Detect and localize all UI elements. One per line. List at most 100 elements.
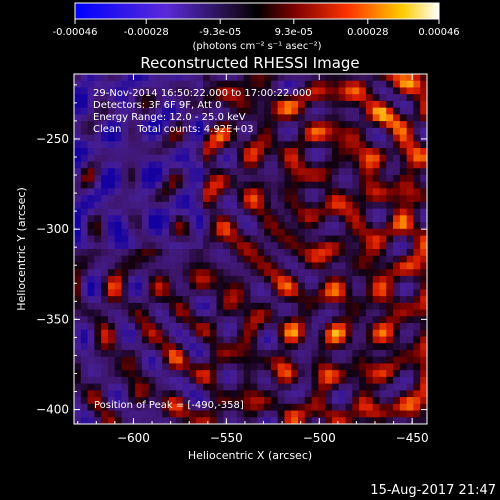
heatmap-cell <box>87 349 95 358</box>
heatmap-cell <box>155 390 163 398</box>
heatmap-cell <box>87 403 95 411</box>
heatmap-cell <box>250 349 258 358</box>
heatmap-cell <box>413 370 421 378</box>
heatmap-cell <box>87 255 95 263</box>
heatmap-cell <box>202 403 211 411</box>
heatmap-cell <box>101 282 109 290</box>
heatmap-cell <box>94 269 102 277</box>
heatmap-cell <box>311 336 319 344</box>
heatmap-cell <box>101 383 109 391</box>
heatmap-cell <box>230 289 238 297</box>
heatmap-cell <box>399 356 408 364</box>
heatmap-cell <box>318 242 326 250</box>
heatmap-cell <box>155 168 163 176</box>
heatmap-cell <box>121 154 129 162</box>
heatmap-cell <box>345 74 353 82</box>
heatmap-cell <box>257 80 265 88</box>
heatmap-cell <box>372 188 380 196</box>
heatmap-cell <box>87 242 95 250</box>
heatmap-cell <box>80 410 88 418</box>
heatmap-cell <box>311 417 319 424</box>
heatmap-cell <box>359 74 367 82</box>
heatmap-cell <box>311 80 319 88</box>
heatmap-cell <box>121 188 129 196</box>
heatmap-cell <box>420 134 427 142</box>
heatmap-cell <box>359 87 367 95</box>
x-tick-label: −600 <box>117 431 150 445</box>
heatmap-cell <box>379 302 387 310</box>
heatmap-cell <box>406 235 414 243</box>
heatmap-cell <box>101 80 109 88</box>
heatmap-cell <box>196 323 204 331</box>
heatmap-cell <box>277 208 285 216</box>
heatmap-cell <box>311 349 319 358</box>
heatmap-cell <box>169 390 177 398</box>
heatmap-cell <box>372 349 380 358</box>
heatmap-cell <box>236 343 245 351</box>
heatmap-cell <box>365 181 374 189</box>
heatmap-cell <box>298 201 306 210</box>
heatmap-cell <box>74 195 82 203</box>
heatmap-cell <box>304 114 312 122</box>
heatmap-cell <box>386 343 394 351</box>
heatmap-cell <box>338 403 346 411</box>
heatmap-cell <box>277 107 285 115</box>
heatmap-cell <box>318 370 326 378</box>
heatmap-cell <box>386 107 394 115</box>
heatmap-cell <box>345 397 353 405</box>
heatmap-cell <box>230 74 238 82</box>
heatmap-cell <box>406 222 414 230</box>
heatmap-cell <box>386 363 394 371</box>
heatmap-cell <box>277 201 285 210</box>
heatmap-cell <box>393 269 401 277</box>
heatmap-cell <box>250 275 258 284</box>
heatmap-cell <box>379 201 387 210</box>
heatmap-cell <box>169 302 177 310</box>
heatmap-cell <box>169 282 177 290</box>
heatmap-cell <box>393 302 401 310</box>
heatmap-cell <box>202 174 211 183</box>
heatmap-cell <box>359 249 367 257</box>
heatmap-cell <box>257 208 265 216</box>
heatmap-cell <box>223 168 231 176</box>
heatmap-cell <box>135 127 143 135</box>
heatmap-cell <box>352 195 360 203</box>
heatmap-cell <box>216 121 224 129</box>
heatmap-cell <box>189 370 197 378</box>
heatmap-cell <box>101 309 109 317</box>
heatmap-cell <box>311 363 319 371</box>
heatmap-cell <box>169 296 177 304</box>
heatmap-cell <box>413 242 421 250</box>
heatmap-cell <box>155 94 163 102</box>
heatmap-cell <box>318 87 326 95</box>
heatmap-cell <box>107 269 116 277</box>
heatmap-cell <box>155 309 163 317</box>
heatmap-cell <box>243 403 251 411</box>
heatmap-cell <box>291 363 299 371</box>
heatmap-cell <box>264 383 272 391</box>
heatmap-cell <box>420 249 427 257</box>
heatmap-cell <box>257 329 265 337</box>
heatmap-cell <box>80 154 88 162</box>
heatmap-cell <box>80 282 88 290</box>
heatmap-cell <box>141 242 150 250</box>
heatmap-cell <box>413 161 421 169</box>
heatmap-cell <box>352 188 360 196</box>
heatmap-cell <box>216 141 224 149</box>
heatmap-cell <box>325 363 333 371</box>
heatmap-cell <box>284 275 292 284</box>
heatmap-cell <box>372 161 380 169</box>
heatmap-cell <box>270 383 279 391</box>
heatmap-cell <box>359 329 367 337</box>
heatmap-cell <box>107 87 116 95</box>
heatmap-cell <box>189 188 197 196</box>
heatmap-cell <box>87 249 95 257</box>
heatmap-cell <box>264 127 272 135</box>
heatmap-cell <box>264 100 272 109</box>
heatmap-cell <box>162 309 170 317</box>
heatmap-cell <box>135 336 143 344</box>
heatmap-cell <box>359 417 367 424</box>
y-tick-label: −300 <box>36 222 69 236</box>
heatmap-cell <box>80 363 88 371</box>
heatmap-cell <box>162 363 170 371</box>
